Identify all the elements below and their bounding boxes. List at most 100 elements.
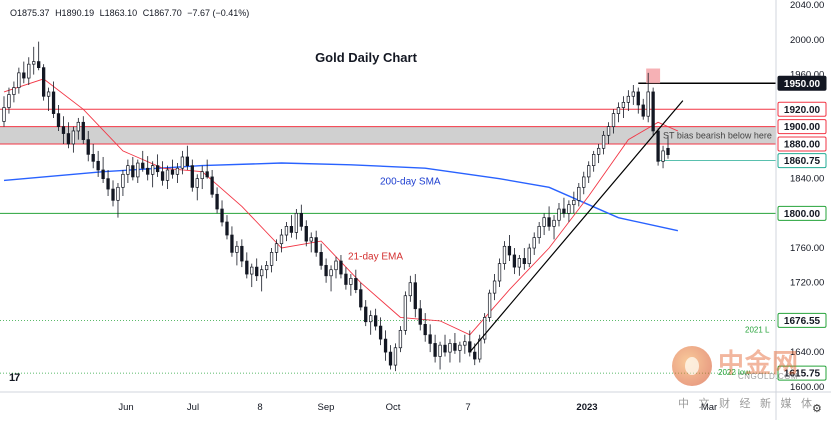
- candle: [160, 161, 165, 186]
- candle: [56, 104, 61, 131]
- candle-body: [269, 252, 274, 266]
- candle-body: [572, 199, 576, 206]
- candle-body: [155, 165, 160, 173]
- price-label-1615.75: 1615.75: [777, 365, 827, 381]
- candle-body: [344, 273, 348, 285]
- candle: [304, 220, 308, 247]
- candle: [636, 87, 640, 114]
- candle: [155, 154, 160, 177]
- candle-body: [329, 269, 333, 277]
- candle-body: [116, 186, 120, 201]
- candle: [91, 143, 95, 169]
- candle-body: [260, 269, 264, 277]
- candle: [274, 239, 279, 262]
- candle-body: [661, 150, 665, 162]
- candle-body: [502, 245, 507, 264]
- candle-body: [250, 266, 254, 275]
- candle: [329, 265, 333, 292]
- candle: [215, 187, 219, 214]
- candle-body: [339, 260, 343, 275]
- candle-body: [309, 237, 313, 242]
- candle-body: [349, 278, 353, 285]
- price-label-1880.00: 1880.00: [777, 136, 827, 152]
- candle-body: [160, 171, 165, 181]
- candle-body: [492, 280, 497, 294]
- candle: [255, 258, 259, 281]
- candle-body: [101, 169, 105, 180]
- candle-body: [304, 226, 308, 242]
- candle: [606, 122, 611, 144]
- candle: [557, 202, 561, 227]
- candle: [522, 248, 526, 270]
- candle-body: [354, 278, 358, 291]
- candle-body: [398, 330, 403, 349]
- candle-body: [27, 63, 31, 79]
- candle: [116, 182, 120, 218]
- x-tick-label: 7: [465, 402, 470, 413]
- candle-body: [631, 91, 635, 97]
- candle: [46, 87, 51, 112]
- candle: [577, 182, 581, 207]
- tradingview-logo[interactable]: 17: [9, 372, 20, 384]
- price-label-box: [777, 205, 827, 221]
- price-label-box: [777, 153, 827, 169]
- y-tick-label: 1640.00: [790, 347, 824, 358]
- candle-body: [364, 306, 368, 323]
- candle-body: [96, 160, 100, 171]
- ohlc-open: O1875.37: [10, 8, 50, 18]
- candle: [86, 130, 90, 162]
- candle-body: [61, 126, 66, 134]
- candle-body: [547, 217, 551, 227]
- candle-body: [621, 101, 626, 108]
- price-label-1920.00: 1920.00: [777, 101, 827, 117]
- settings-gear-icon[interactable]: ⚙: [812, 403, 822, 415]
- candle: [106, 169, 110, 196]
- candle-body: [215, 193, 219, 210]
- y-tick-label: 2040.00: [790, 0, 824, 11]
- candle: [359, 282, 363, 311]
- candle-body: [443, 344, 447, 353]
- candle: [240, 239, 244, 268]
- candle-body: [91, 154, 95, 162]
- price-label-box: [777, 312, 827, 328]
- candle: [76, 117, 80, 140]
- candle-body: [32, 61, 36, 65]
- candle-body: [587, 165, 591, 178]
- candle-body: [7, 94, 11, 108]
- x-tick-label: 8: [257, 402, 262, 413]
- candle-body: [592, 154, 596, 166]
- candle: [180, 150, 185, 175]
- candle: [532, 232, 536, 255]
- candle: [225, 215, 229, 240]
- candle-body: [314, 237, 318, 253]
- candle: [339, 254, 343, 279]
- candle-body: [478, 338, 482, 360]
- candle: [378, 317, 383, 346]
- candle-body: [279, 234, 284, 245]
- candle: [314, 230, 318, 257]
- y-tick-label: 1720.00: [790, 278, 824, 289]
- candle-body: [616, 107, 621, 114]
- candle: [369, 310, 373, 335]
- ohlc-high: H1890.19: [55, 8, 95, 18]
- candle: [502, 241, 507, 270]
- candle: [264, 261, 269, 279]
- ohlc-low: L1863.10: [99, 8, 138, 18]
- candle-body: [428, 334, 432, 344]
- candle: [458, 341, 462, 363]
- candle-body: [200, 171, 204, 180]
- candle-body: [666, 147, 670, 155]
- candle-body: [240, 245, 244, 262]
- candle-body: [284, 226, 289, 236]
- price-label-text: 1900.00: [784, 122, 821, 133]
- candle-body: [151, 165, 155, 175]
- candle-body: [41, 67, 46, 97]
- candle: [507, 235, 512, 262]
- price-label-text: 1615.75: [784, 369, 821, 380]
- candle-body: [453, 343, 457, 351]
- candle-body: [56, 113, 61, 127]
- candle: [131, 156, 135, 181]
- price-label-text: 1800.00: [784, 209, 821, 220]
- candle: [438, 341, 442, 370]
